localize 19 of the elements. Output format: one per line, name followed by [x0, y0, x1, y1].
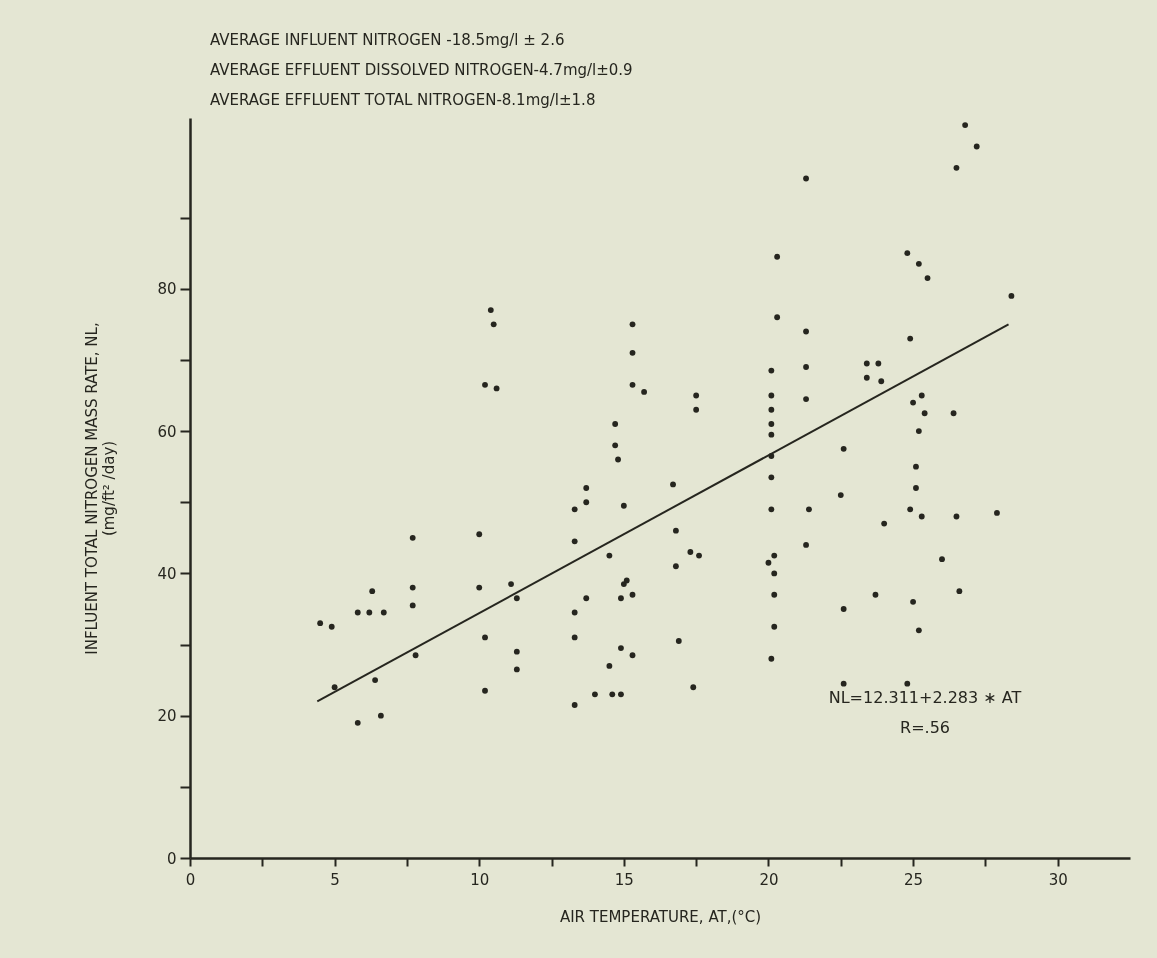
text: AVERAGE INFLUENT NITROGEN -18.5mg/l ± 2.6 — [210, 31, 565, 49]
text: AVERAGE EFFLUENT TOTAL NITROGEN-8.1mg/l±1.8 — [210, 91, 596, 109]
annotation: R=.56 — [900, 718, 950, 737]
x-tick-label: 10 — [470, 870, 490, 889]
x-tick-label: 5 — [330, 870, 340, 889]
x-tick-label: 30 — [1048, 870, 1068, 889]
text: AVERAGE EFFLUENT DISSOLVED NITROGEN-4.7mg/l±0.9 — [210, 61, 633, 79]
y-tick-label: 20 — [157, 707, 177, 726]
y-tick-label: 60 — [157, 422, 177, 441]
y-tick-label: 0 — [166, 849, 177, 868]
x-tick-label: 15 — [614, 870, 634, 889]
x-tick-label: 20 — [759, 870, 779, 889]
x-tick-label: 25 — [904, 870, 924, 889]
x-axis-title: AIR TEMPERATURE, AT,(°C) — [559, 907, 762, 926]
y-axis-title: INFLUENT TOTAL NITROGEN MASS RATE, NL, (mg/ft² /day) — [83, 322, 119, 655]
y-tick-label: 40 — [157, 564, 177, 583]
annotation: NL=12.311+2.283 ∗ AT — [828, 688, 1022, 707]
y-tick-label: 80 — [157, 280, 177, 299]
x-tick-label: 0 — [185, 870, 196, 889]
